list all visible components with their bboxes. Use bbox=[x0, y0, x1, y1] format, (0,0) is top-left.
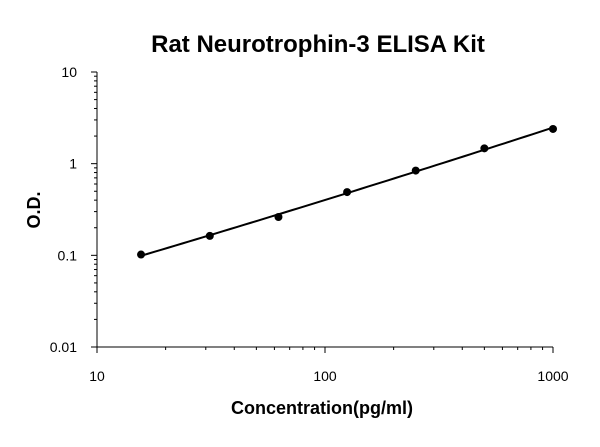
y-tick-label: 1 bbox=[69, 156, 77, 172]
axes bbox=[91, 71, 554, 353]
x-axis-label: Concentration(pg/ml) bbox=[231, 398, 413, 418]
data-point bbox=[549, 124, 557, 133]
tick-labels: 0.01 0.1 1 10 10 100 1000 bbox=[50, 64, 569, 384]
data-point bbox=[274, 212, 283, 221]
chart-title: Rat Neurotrophin-3 ELISA Kit bbox=[151, 31, 485, 58]
data-point bbox=[205, 231, 214, 240]
data-point bbox=[137, 250, 146, 259]
data-point bbox=[411, 166, 420, 175]
y-axis-label: O.D. bbox=[24, 191, 44, 228]
x-tick-label: 10 bbox=[89, 368, 105, 384]
data-points bbox=[137, 124, 557, 259]
x-tick-label: 1000 bbox=[537, 368, 568, 384]
y-tick-label: 0.01 bbox=[50, 339, 77, 355]
y-tick-label: 10 bbox=[61, 64, 77, 80]
data-point bbox=[343, 188, 352, 197]
x-tick-label: 100 bbox=[313, 368, 337, 384]
data-point bbox=[480, 144, 489, 153]
y-tick-label: 0.1 bbox=[58, 247, 78, 263]
